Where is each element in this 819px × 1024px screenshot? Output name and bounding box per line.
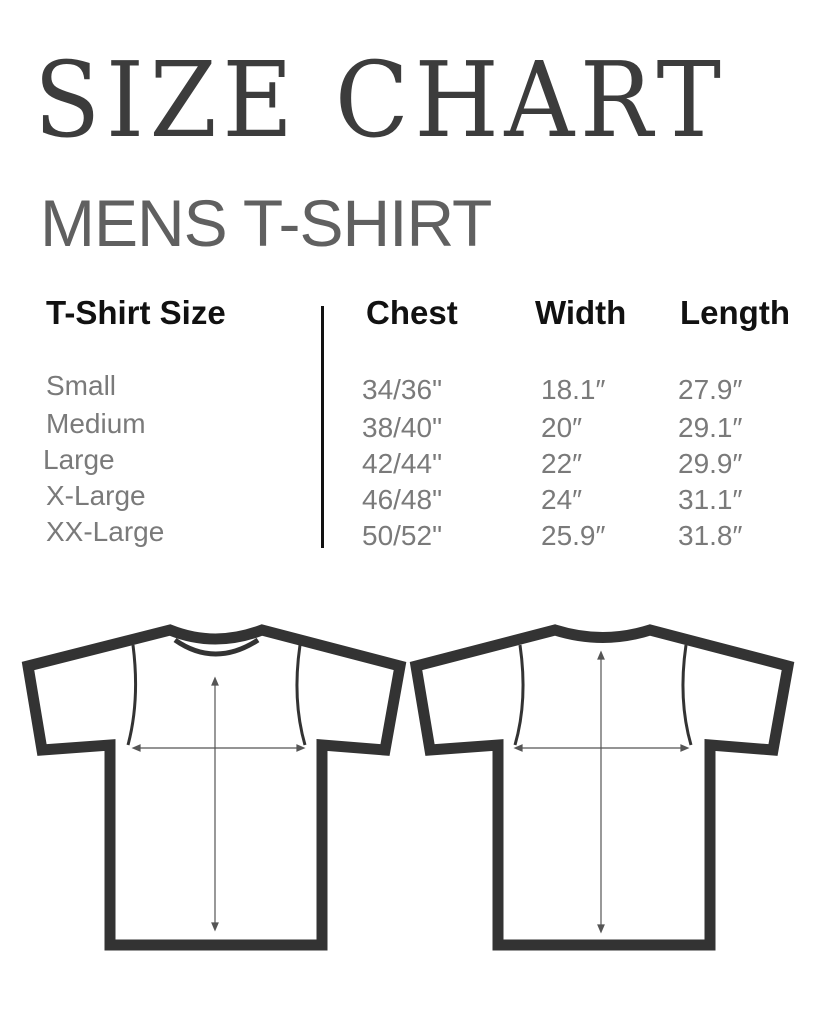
cell-width: 20″: [541, 412, 583, 443]
front-measure-arrows: [131, 676, 306, 932]
cell-width: 22″: [541, 448, 583, 479]
cell-width: 18.1″: [541, 374, 606, 405]
tshirt-back-icon: [409, 624, 795, 951]
tshirt-front-icon: [21, 624, 407, 951]
header-chest: Chest: [366, 294, 458, 331]
cell-length: 27.9″: [678, 374, 743, 405]
cell-size: Large: [43, 444, 115, 475]
cell-width: 25.9″: [541, 520, 606, 551]
cell-chest: 34/36": [362, 374, 443, 405]
cell-chest: 50/52": [362, 520, 443, 551]
header-length: Length: [680, 294, 790, 331]
cell-length: 31.8″: [678, 520, 743, 551]
cell-width: 24″: [541, 484, 583, 515]
page-subtitle: MENS T-SHIRT: [40, 186, 492, 260]
page-title: SIZE CHART: [34, 39, 727, 161]
cell-size: Small: [46, 370, 117, 401]
cell-length: 31.1″: [678, 484, 743, 515]
cell-size: XX-Large: [46, 516, 165, 547]
cell-size: X-Large: [46, 480, 146, 511]
back-measure-arrows: [513, 650, 690, 934]
column-divider: [321, 306, 324, 548]
cell-chest: 38/40": [362, 412, 443, 443]
cell-chest: 46/48": [362, 484, 443, 515]
cell-size: Medium: [46, 408, 146, 439]
cell-chest: 42/44": [362, 448, 443, 479]
header-width: Width: [535, 294, 627, 331]
cell-length: 29.1″: [678, 412, 743, 443]
header-size: T-Shirt Size: [46, 294, 226, 331]
cell-length: 29.9″: [678, 448, 743, 479]
